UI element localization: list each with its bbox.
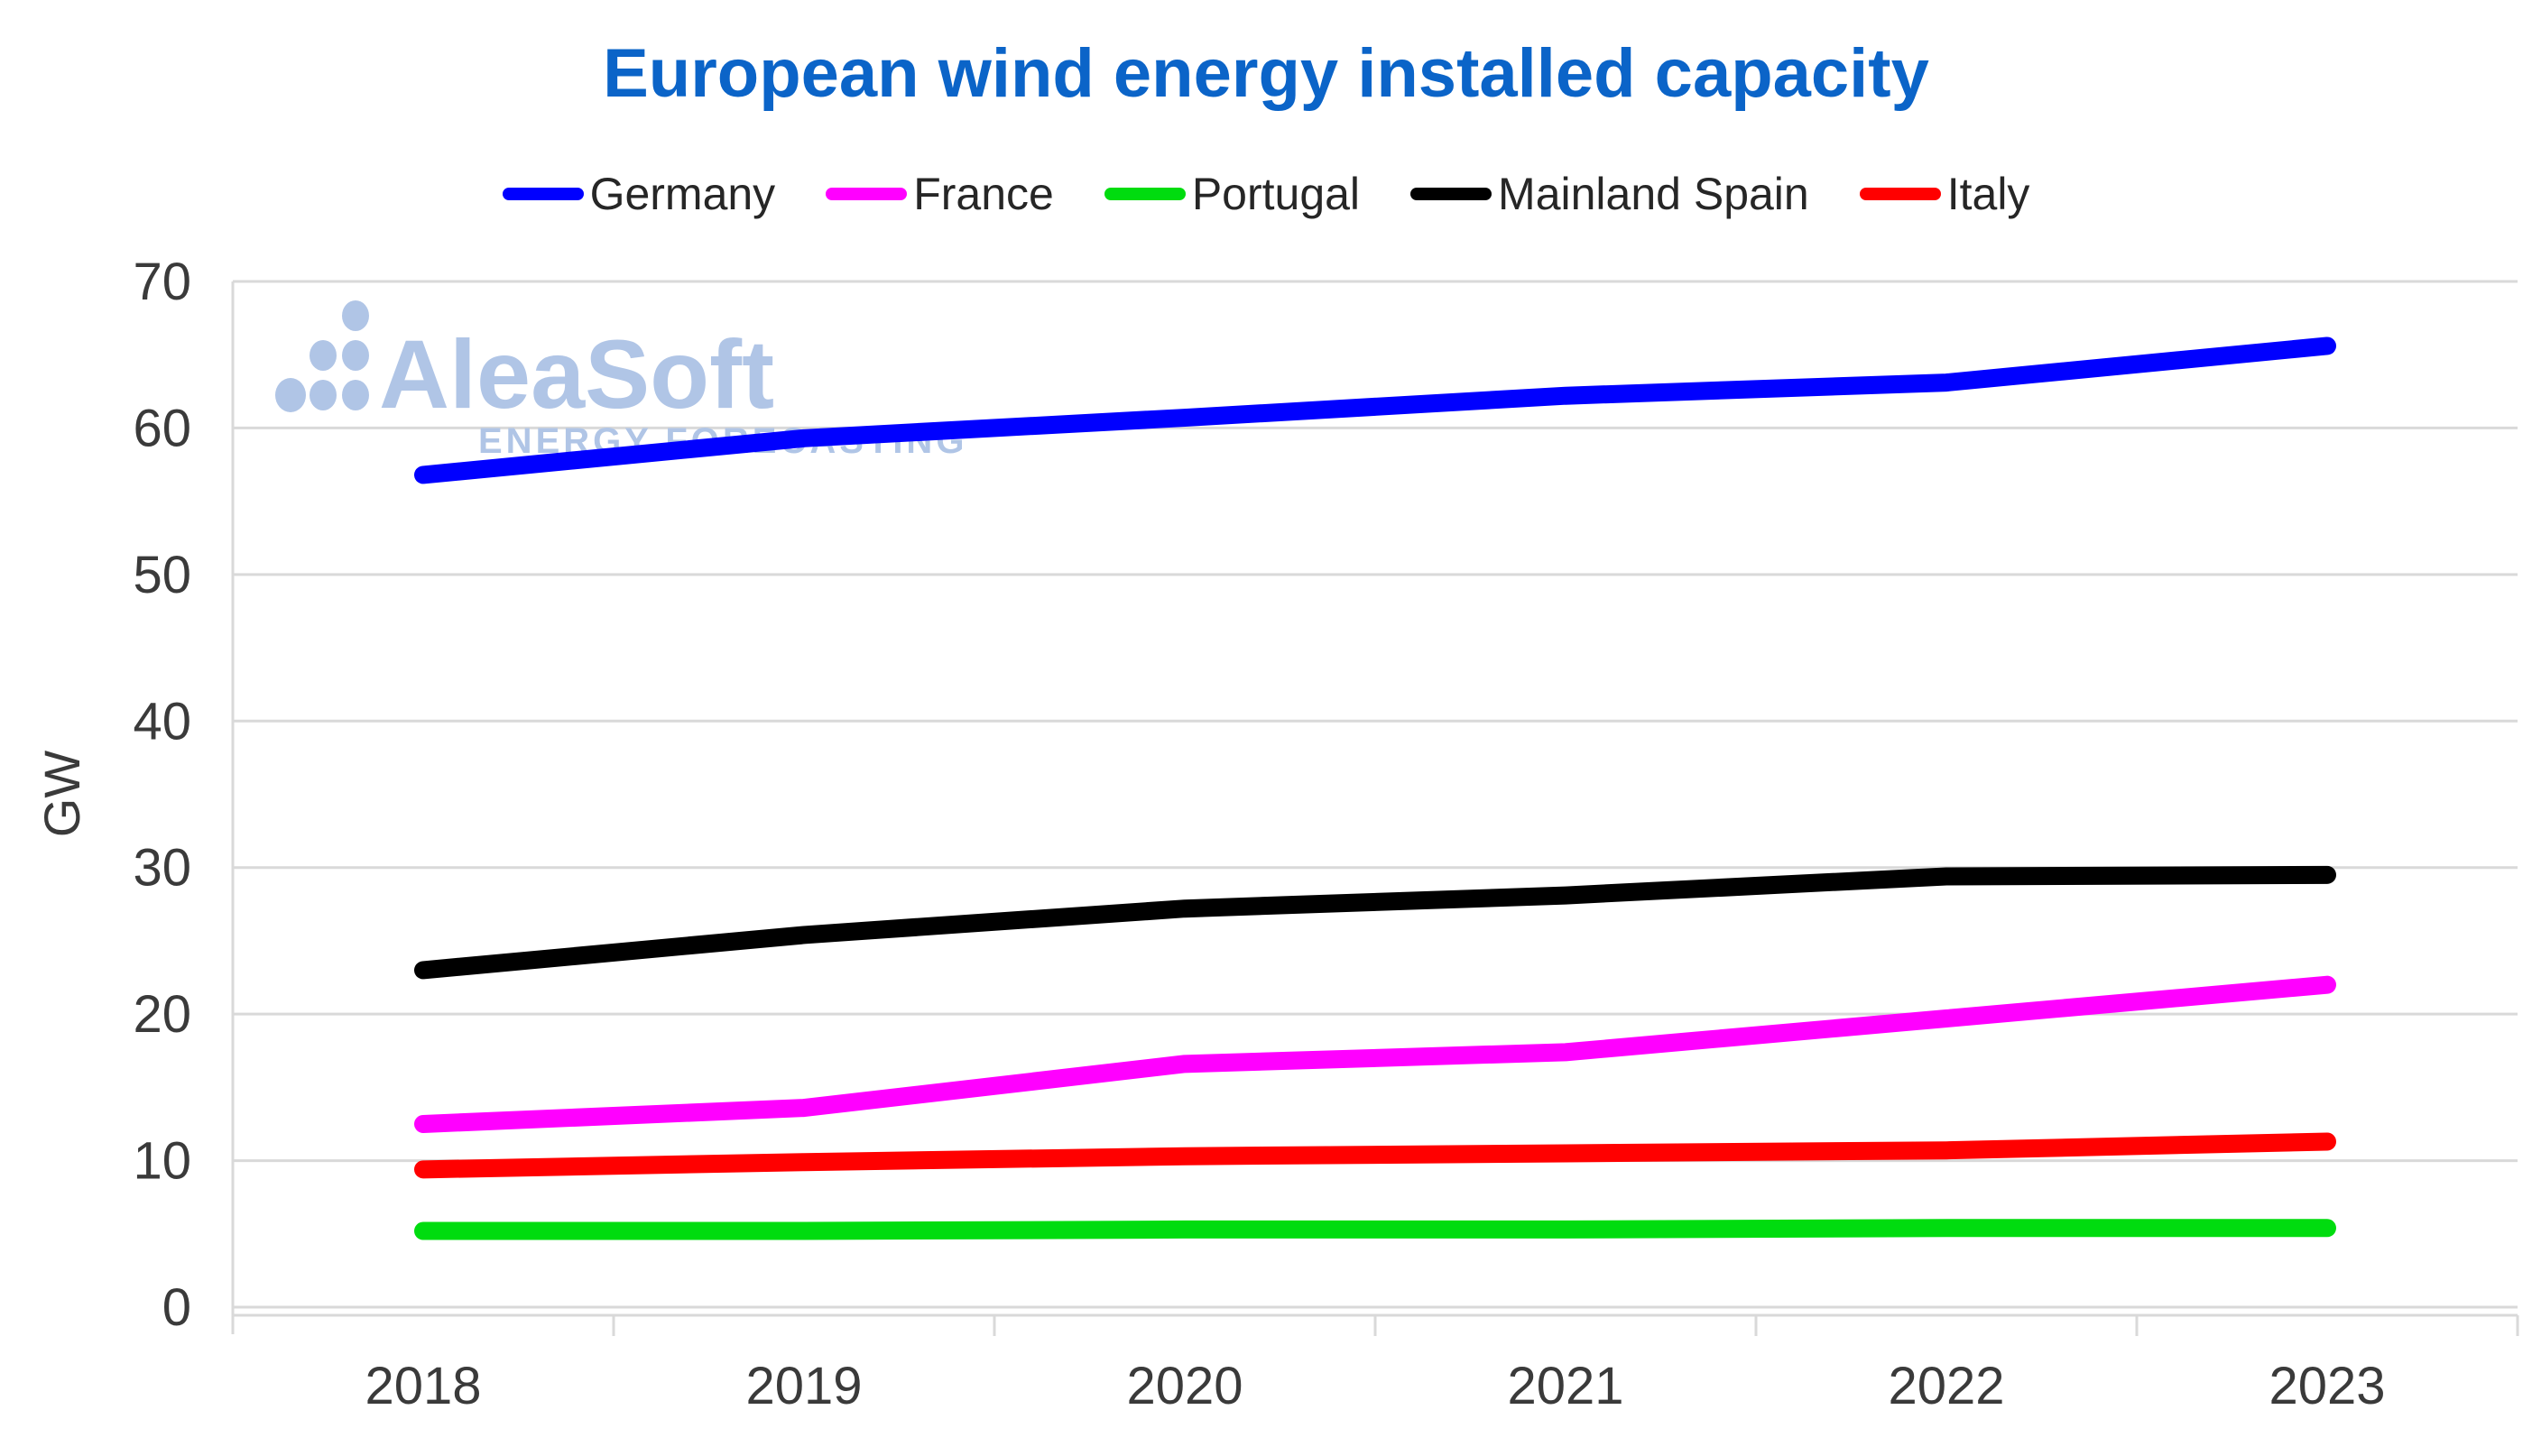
chart-legend: Germany France Portugal Mainland Spain Italy xyxy=(0,165,2532,223)
y-tick-label-70: 70 xyxy=(133,253,191,311)
legend-label: Italy xyxy=(1946,169,2030,219)
x-tick-label-2022: 2022 xyxy=(1888,1357,2004,1415)
y-tick-label-0: 0 xyxy=(162,1278,191,1337)
legend-swatch-france xyxy=(826,188,908,200)
x-tick-label-2021: 2021 xyxy=(1507,1357,1623,1415)
y-tick-label-10: 10 xyxy=(133,1132,191,1191)
legend-label: France xyxy=(913,169,1054,219)
watermark-logo-dot xyxy=(275,378,306,412)
legend-swatch-italy xyxy=(1859,188,1941,200)
x-tick-label-2019: 2019 xyxy=(745,1357,862,1415)
x-tick-label-2023: 2023 xyxy=(2269,1357,2385,1415)
series-line-portugal xyxy=(414,1219,2336,1240)
series-line-italy xyxy=(414,1132,2336,1179)
legend-swatch-germany xyxy=(502,188,584,200)
chart-title: European wind energy installed capacity xyxy=(603,35,1929,112)
legend-label: Mainland Spain xyxy=(1498,169,1809,219)
legend-item-france: France xyxy=(826,171,1054,217)
x-tick-label-2020: 2020 xyxy=(1126,1357,1243,1415)
watermark-logo-dot xyxy=(342,380,369,410)
legend-swatch-portugal xyxy=(1104,188,1186,200)
series-line-france xyxy=(414,975,2336,1133)
series-line-germany xyxy=(414,336,2336,484)
watermark-logo-dot xyxy=(310,380,337,410)
y-tick-label-40: 40 xyxy=(133,692,191,751)
y-tick-label-50: 50 xyxy=(133,546,191,604)
watermark-logo-dot xyxy=(310,340,337,371)
x-tick-label-2018: 2018 xyxy=(365,1357,481,1415)
legend-item-mainland-spain: Mainland Spain xyxy=(1410,171,1809,217)
y-tick-label-30: 30 xyxy=(133,839,191,898)
legend-item-italy: Italy xyxy=(1859,169,2030,219)
y-tick-label-60: 60 xyxy=(133,399,191,457)
y-axis-title: GW xyxy=(33,751,90,838)
legend-label: Germany xyxy=(589,169,776,219)
watermark-logo-dot xyxy=(342,340,369,371)
watermark-logo-dot xyxy=(342,300,369,331)
legend-item-portugal: Portugal xyxy=(1104,171,1360,217)
legend-swatch-mainland-spain xyxy=(1410,188,1492,200)
legend-label: Portugal xyxy=(1191,169,1361,219)
y-tick-label-20: 20 xyxy=(133,985,191,1044)
watermark-brand: AleaSoft xyxy=(379,319,774,429)
series-line-mainland-spain xyxy=(414,865,2336,980)
legend-item-germany: Germany xyxy=(502,169,776,219)
